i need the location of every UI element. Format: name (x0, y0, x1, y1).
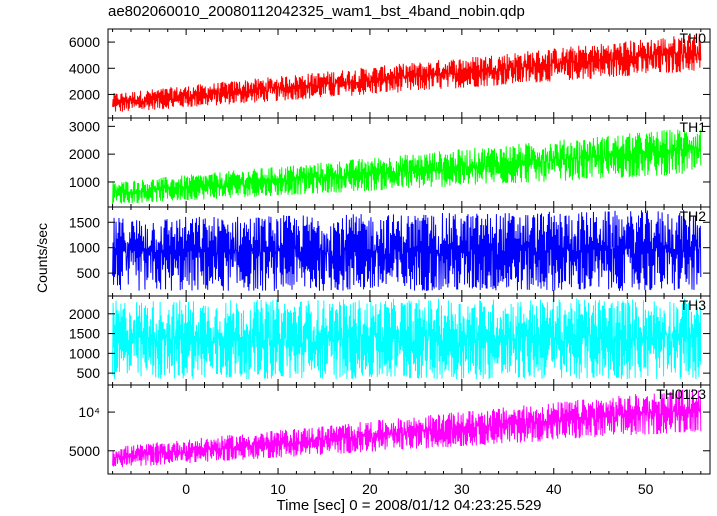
y-tick-label: 2000 (69, 306, 100, 322)
x-tick-label: 30 (454, 481, 470, 497)
x-tick-label: 40 (546, 481, 562, 497)
panel-th3: 500 1000 1500 2000 TH3 (69, 295, 711, 386)
y-tick-label: 4000 (69, 60, 100, 76)
series-line-th3 (112, 298, 702, 380)
x-tick-label: 20 (362, 481, 378, 497)
series-line-th0 (112, 33, 702, 112)
panel-th1: 1000 2000 3000 TH1 (69, 117, 711, 208)
x-axis-label: Time [sec] 0 = 2008/01/12 04:23:25.529 (276, 497, 542, 514)
y-tick-label: 1500 (69, 214, 100, 230)
y-tick-label: 1000 (69, 345, 100, 361)
panel-th0123: 5000 10⁴ TH0123 (69, 384, 711, 475)
panel-label: TH3 (680, 297, 707, 313)
y-tick-label: 5000 (69, 443, 100, 459)
panel-label: TH1 (680, 119, 707, 135)
y-tick-label: 2000 (69, 146, 100, 162)
y-tick-label: 1000 (69, 174, 100, 190)
x-tick-label: 0 (182, 481, 190, 497)
y-tick-label: 500 (77, 365, 101, 381)
panel-frame (107, 384, 711, 475)
panel-th0: 2000 4000 6000 TH0 (69, 28, 711, 119)
panel-label: TH0123 (656, 386, 706, 402)
y-tick-label: 500 (77, 265, 101, 281)
y-tick-label: 3000 (69, 118, 100, 134)
y-tick-label: 1000 (69, 240, 100, 256)
panel-th2: 500 1000 1500 TH2 (69, 206, 711, 297)
panel-label: TH2 (680, 208, 707, 224)
x-tick-label: 10 (270, 481, 286, 497)
panel-label: TH0 (680, 30, 707, 46)
series-line-th0123 (112, 389, 702, 468)
y-tick-label: 1500 (69, 326, 100, 342)
x-tick-label: 50 (638, 481, 654, 497)
y-tick-label: 10⁴ (78, 404, 100, 420)
series-line-th2 (112, 209, 702, 291)
plot-title: ae802060010_20080112042325_wam1_bst_4ban… (108, 3, 525, 20)
y-tick-label: 2000 (69, 86, 100, 102)
series-line-th1 (112, 129, 702, 204)
y-tick-label: 6000 (69, 34, 100, 50)
